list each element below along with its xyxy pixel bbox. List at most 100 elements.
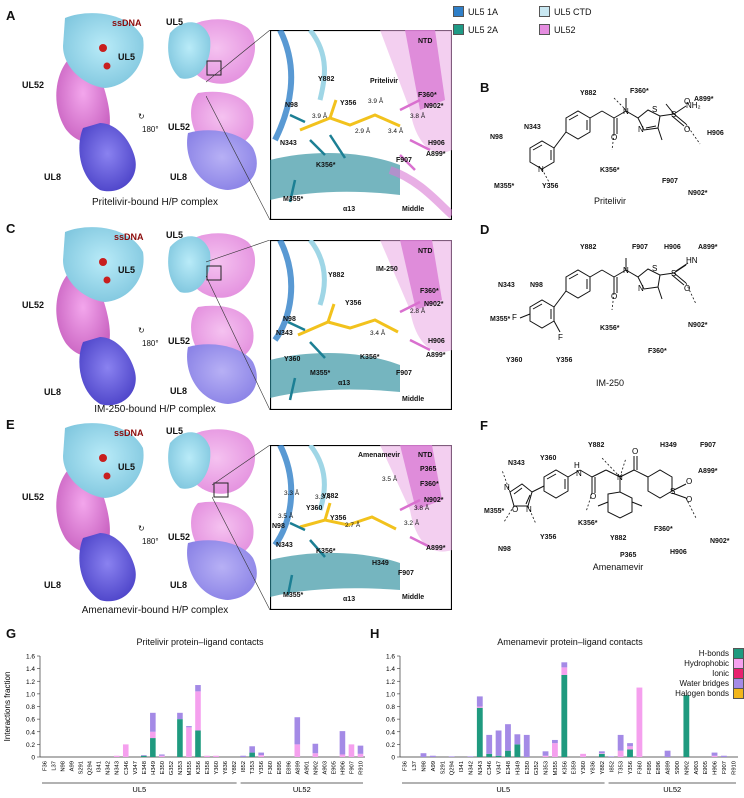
zoom-label: M355* (310, 370, 331, 377)
bar-segment (617, 734, 624, 751)
distance-label: 3.5 Å (382, 476, 398, 483)
x-tick-label: Q294 (450, 760, 456, 775)
chem-label: Y882 (610, 535, 627, 542)
rotation-arrow-icon: ↻ (138, 524, 145, 533)
chart-title-h: Amenamevir protein–ligand contacts (497, 637, 643, 647)
svg-text:O: O (686, 477, 692, 486)
chem-label: N98 (498, 546, 511, 553)
x-tick-label: Y360 (581, 761, 587, 775)
chem-label: N902* (710, 538, 730, 545)
bar-segment (542, 755, 549, 757)
bar-segment (561, 674, 568, 757)
bar-segment (348, 744, 355, 757)
zoom-label: N902* (424, 497, 444, 504)
bar-segment (514, 734, 521, 745)
density-map-front-c (56, 227, 144, 406)
density-map-back-e (168, 429, 257, 600)
svg-text:N: N (623, 107, 629, 116)
svg-text:N: N (638, 284, 644, 293)
label-ssdna: ssDNA (114, 428, 144, 438)
zoom-label: A899* (426, 151, 446, 158)
caption-e: Amenamevir-bound H/P complex (81, 605, 229, 616)
distance-label: 3.2 Å (404, 520, 420, 527)
chem-label: K356* (600, 167, 620, 174)
svg-text:O: O (632, 447, 638, 456)
label-ul52: UL52 (22, 492, 45, 502)
y-tick-label: 1.0 (26, 691, 35, 698)
zoom-panel-a (270, 30, 452, 220)
caption-c: IM-250-bound H/P complex (94, 404, 216, 415)
zoom-label: F360* (420, 288, 439, 295)
zoom-label: M355* (283, 196, 304, 203)
panel-letter-b: B (480, 80, 490, 95)
zoom-label: Y360 (284, 356, 301, 363)
density-map-front-a (56, 13, 144, 192)
bar-segment (476, 706, 483, 708)
density-map-back-c (168, 233, 257, 404)
zoom-label-domain: Middle (402, 396, 425, 403)
y-tick-label: 0.4 (386, 729, 395, 736)
bar-segment (186, 726, 192, 728)
y-tick-label: 1.6 (26, 654, 35, 661)
x-tick-label: K356 (196, 761, 202, 775)
bar-segment (598, 751, 605, 754)
svg-text:O: O (611, 292, 617, 301)
x-tick-label: T353 (250, 761, 256, 774)
zoom-label: F360* (418, 92, 437, 99)
chem-label: F907 (662, 178, 678, 185)
x-tick-label: N343 (478, 761, 484, 775)
bar-segment (542, 751, 549, 756)
bar-segment (249, 746, 255, 753)
x-tick-label: Y882 (232, 761, 238, 775)
legend-item: Halogen bonds (668, 687, 744, 699)
structure-legend: UL5 1A UL5 CTD UL5 2A UL52 (453, 5, 618, 39)
chem-label: F907 (700, 442, 716, 449)
bar-segment (141, 755, 147, 757)
zoom-label: K356* (316, 548, 336, 555)
bar-segment (627, 743, 633, 747)
bar-segment (294, 717, 301, 745)
svg-text:F: F (558, 333, 563, 342)
zoom-label: F907 (396, 370, 412, 377)
x-tick-label: Y836 (223, 761, 229, 775)
zoom-label: A899* (426, 352, 446, 359)
bar-segment (258, 755, 264, 757)
bar-segment (683, 695, 690, 757)
x-tick-label: F360 (637, 761, 643, 774)
panel-letter-e: E (6, 417, 15, 432)
chem-structure-amenamevir: N O N H N O N O S O O (501, 447, 697, 525)
x-tick-label: E348 (506, 761, 512, 775)
label-ssdna: ssDNA (114, 232, 144, 242)
zoom-connector-a (206, 30, 271, 220)
bar-segment (177, 712, 183, 720)
label-ul8-back: UL8 (170, 386, 188, 396)
x-tick-label: I852 (609, 761, 615, 772)
zoom-label: N98 (285, 102, 298, 109)
rotation-label: 180° (142, 537, 159, 546)
x-tick-label: E350 (160, 761, 166, 775)
y-tick-label: 0.6 (26, 717, 35, 724)
group-label: UL5 (496, 785, 510, 794)
label-ul52-back: UL52 (168, 532, 191, 542)
x-tick-label: A903 (694, 761, 700, 775)
svg-text:O: O (611, 133, 617, 142)
chem-label: A899* (698, 468, 718, 475)
distance-label: 3.4 Å (370, 330, 386, 337)
svg-text:O: O (684, 284, 690, 293)
label-ul5-back: UL5 (166, 426, 184, 436)
label-ul8-back: UL8 (170, 580, 188, 590)
rotation-label: 180° (142, 339, 159, 348)
zoom-label: Y882 (328, 272, 345, 279)
y-tick-label: 0.2 (386, 742, 395, 749)
bar-segment (113, 755, 120, 757)
chem-label: M355* (484, 508, 505, 515)
distance-label: 2.8 Å (410, 308, 426, 315)
distance-label: 3.8 Å (410, 113, 426, 120)
zoom-label: H906 (428, 140, 445, 147)
label-ssdna: ssDNA (112, 18, 142, 28)
bar-segment (627, 746, 633, 750)
x-tick-label: K356 (562, 761, 568, 775)
bar-segment (186, 727, 192, 757)
x-tick-label: T353 (619, 761, 625, 774)
density-map-back-a (168, 19, 257, 190)
